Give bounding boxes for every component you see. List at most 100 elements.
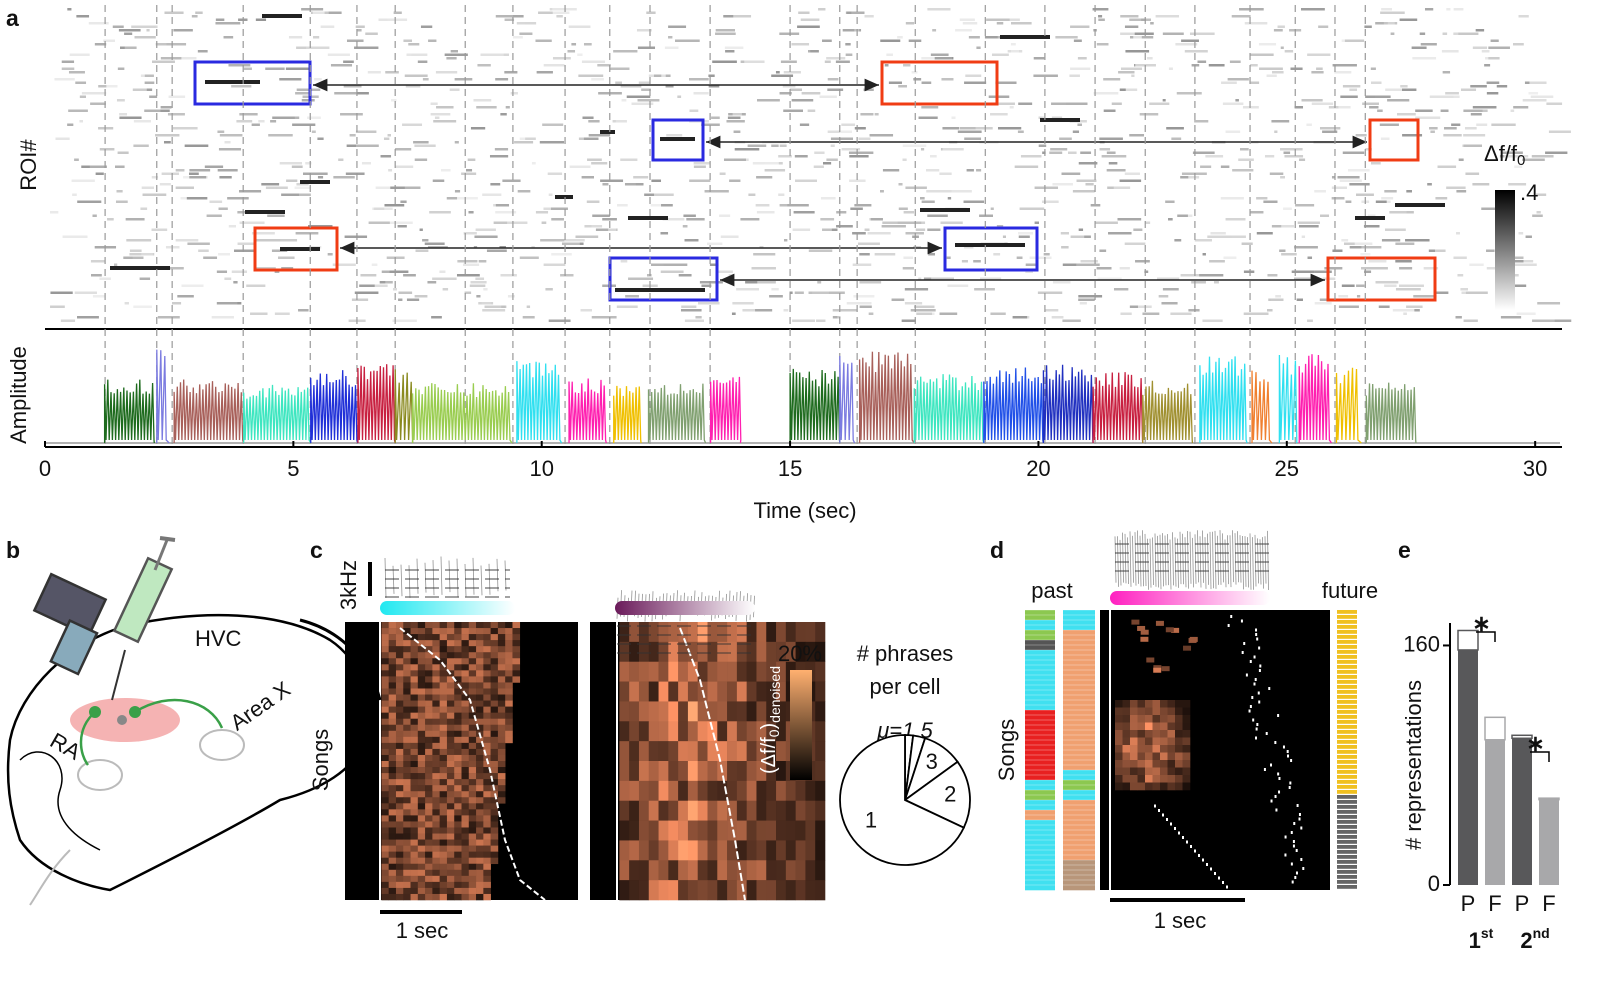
heatmap-cell — [454, 845, 462, 852]
heatmap-cell — [1137, 752, 1146, 761]
raster-texture — [587, 158, 602, 161]
heatmap-cell — [395, 881, 404, 889]
heatmap-cell — [410, 742, 419, 750]
raster-texture — [305, 162, 312, 165]
heatmap-cell — [658, 761, 669, 782]
heatmap-cell — [454, 773, 462, 780]
raster-texture — [812, 291, 829, 294]
raster-texture — [384, 204, 405, 207]
raster-texture — [1067, 151, 1077, 154]
raster-texture — [1446, 186, 1466, 189]
raster-texture — [486, 249, 507, 252]
heatmap-cell — [410, 676, 419, 683]
amplitude-phrase — [789, 368, 841, 444]
heatmap-cell — [476, 767, 484, 774]
raster-texture — [653, 74, 662, 77]
heatmap-cell — [461, 754, 470, 762]
raster-texture — [1299, 225, 1319, 228]
raster-texture — [1400, 85, 1408, 88]
heatmap-cell — [490, 670, 499, 677]
heatmap-cell — [403, 773, 411, 780]
heatmap-cell — [1152, 730, 1161, 738]
heatmap-cell — [461, 767, 470, 774]
heatmap-cell — [381, 779, 389, 786]
heatmap-cell — [432, 887, 440, 895]
heatmap-cell — [497, 700, 506, 707]
event-dot — [1240, 619, 1243, 623]
raster-texture — [810, 50, 819, 53]
raster-texture — [394, 165, 414, 168]
raster-texture — [380, 281, 393, 284]
heatmap-cell — [483, 779, 491, 786]
future-row — [1337, 825, 1357, 829]
raster-texture — [615, 288, 705, 292]
raster-texture — [1503, 155, 1529, 158]
spectrogram-texture — [1232, 530, 1234, 583]
event-dot — [1282, 745, 1285, 749]
raster-texture — [1101, 155, 1127, 158]
raster-texture — [1041, 116, 1046, 119]
spectrogram-texture — [1134, 532, 1137, 586]
heatmap-cell — [432, 761, 440, 768]
heatmap-cell — [446, 646, 455, 653]
heatmap-cell — [417, 887, 426, 895]
heatmap-cell — [395, 851, 404, 858]
raster-texture — [752, 162, 770, 165]
raster-texture — [281, 267, 294, 270]
raster-texture — [1113, 288, 1129, 291]
raster-texture — [1397, 88, 1417, 91]
heatmap-cell — [446, 833, 455, 840]
raster-texture — [196, 11, 203, 14]
raster-texture — [699, 281, 723, 284]
raster-texture — [514, 141, 534, 144]
raster-texture — [265, 186, 288, 189]
heatmap-cell — [403, 833, 411, 840]
heatmap-cell — [403, 881, 411, 889]
heatmap-cell — [417, 809, 426, 816]
heatmap-cell — [432, 773, 440, 780]
heatmap-cell — [687, 661, 699, 682]
heatmap-cell — [497, 742, 506, 750]
raster-texture — [1318, 25, 1329, 28]
heatmap-cell — [388, 694, 397, 701]
raster-texture — [852, 263, 872, 266]
raster-texture — [817, 281, 822, 284]
heatmap-cell — [388, 839, 397, 846]
heatmap-cell — [1137, 767, 1146, 776]
colorbar-label-part: 0 — [766, 729, 782, 737]
raster-texture — [757, 99, 780, 102]
heatmap-cell — [1115, 707, 1123, 716]
heatmap-cell — [697, 741, 708, 762]
raster-texture — [964, 81, 987, 84]
raster-texture — [1125, 50, 1150, 53]
raster-texture — [1513, 106, 1529, 109]
raster-texture — [993, 253, 1001, 256]
heatmap-cell — [766, 820, 777, 841]
heatmap-cell — [432, 736, 440, 744]
heatmap-cell — [785, 622, 796, 643]
raster-texture — [1259, 67, 1283, 70]
raster-texture — [1402, 134, 1423, 137]
heatmap-cell — [439, 839, 448, 846]
raster-texture — [393, 11, 402, 14]
raster-texture — [1189, 32, 1215, 35]
bar — [1539, 799, 1559, 885]
heatmap-cell — [388, 809, 397, 816]
raster-texture — [580, 309, 592, 312]
raster-texture — [686, 218, 705, 221]
heatmap-cell — [483, 718, 491, 726]
raster-texture — [826, 57, 846, 60]
heatmap-cell — [756, 860, 767, 881]
heatmap-cell — [432, 622, 440, 629]
heatmap-cell — [417, 839, 426, 846]
heatmap-cell — [668, 761, 679, 782]
heatmap-cell — [1130, 700, 1138, 708]
raster-texture — [820, 197, 836, 200]
raster-texture — [205, 80, 260, 84]
heatmap-cell — [432, 730, 440, 738]
heatmap-cell — [490, 809, 499, 816]
heatmap-cell — [395, 664, 404, 671]
raster-texture — [545, 207, 568, 210]
heatmap-cell — [410, 851, 419, 858]
raster-texture — [526, 305, 531, 308]
